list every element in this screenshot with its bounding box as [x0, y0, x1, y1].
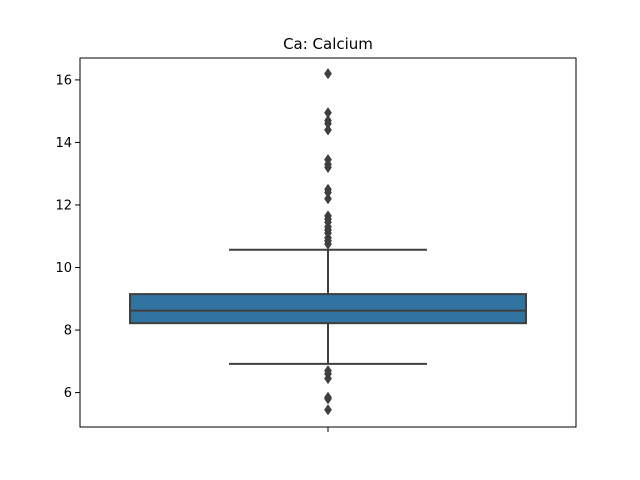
y-tick-label: 10: [55, 261, 72, 276]
y-tick-label: 16: [55, 73, 72, 88]
outlier-point: [324, 393, 332, 405]
y-tick-label: 6: [64, 386, 72, 401]
outlier-point: [324, 372, 332, 385]
outlier-point: [324, 404, 332, 416]
outlier-point: [324, 193, 332, 205]
y-tick-label: 12: [55, 198, 72, 213]
y-axis: 6 8 10 12 14 16: [55, 73, 329, 432]
outlier-point: [324, 67, 332, 80]
outlier-point: [324, 124, 332, 136]
y-tick-label: 14: [55, 136, 72, 151]
outlier-point: [324, 238, 332, 250]
iqr-box: [129, 293, 527, 325]
y-tick-label: 8: [64, 324, 72, 339]
plot-area: [129, 67, 527, 416]
chart-title: Ca: Calcium: [283, 35, 373, 53]
outlier-point: [324, 161, 332, 174]
